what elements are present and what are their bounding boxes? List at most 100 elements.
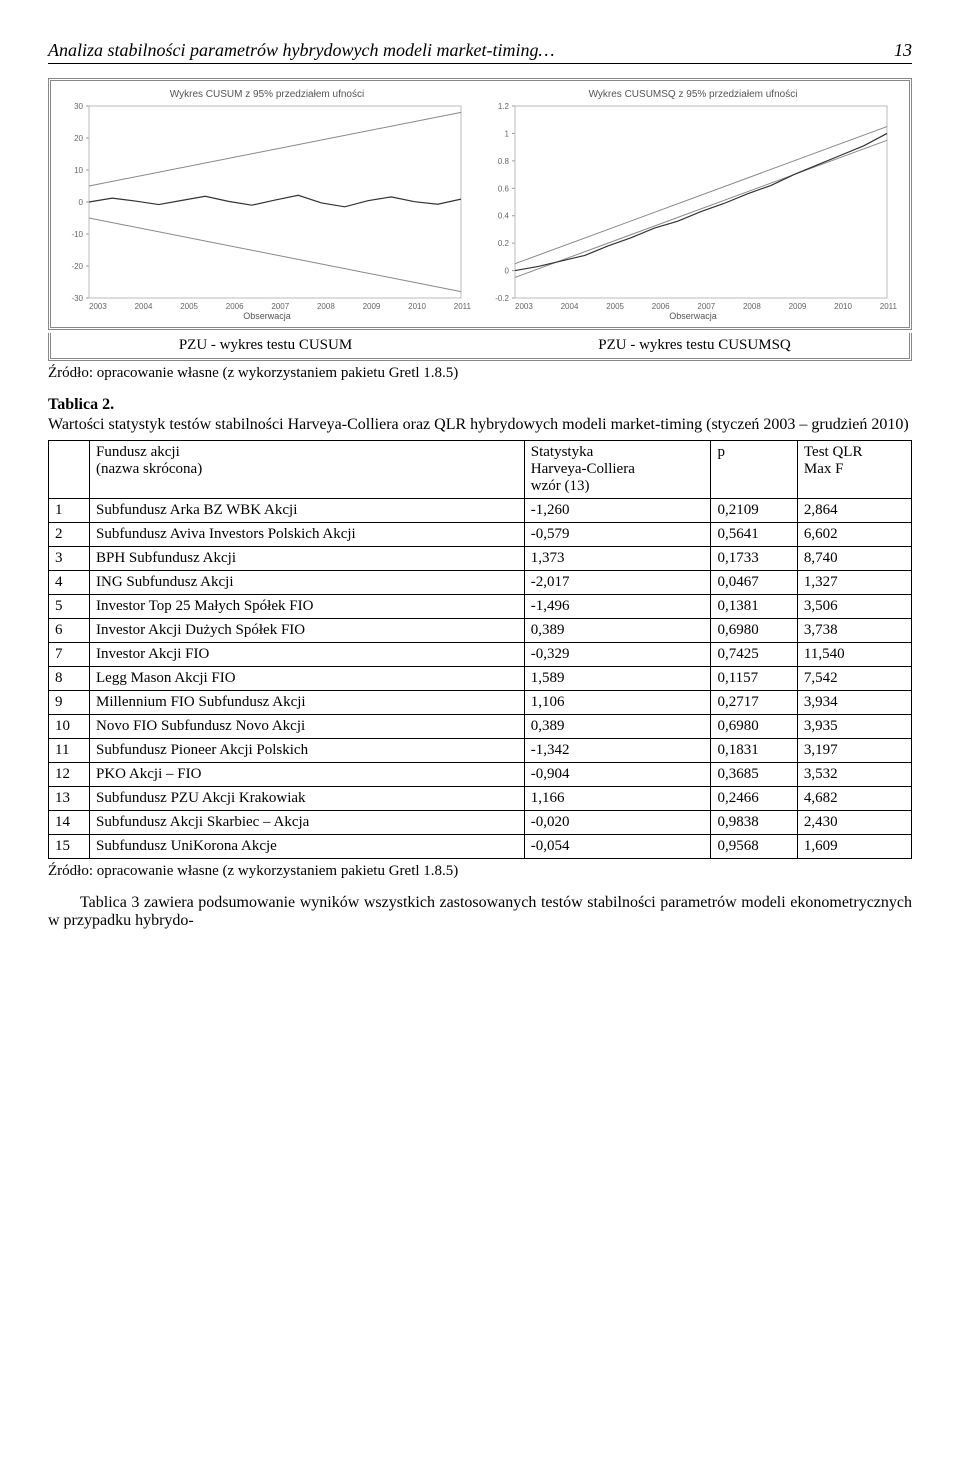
- cell-fund: Subfundusz Akcji Skarbiec – Akcja: [90, 811, 525, 835]
- cusum-chart-panel: Wykres CUSUM z 95% przedziałem ufności -…: [57, 87, 477, 321]
- cell-fund: Investor Akcji FIO: [90, 643, 525, 667]
- cell-value: 1,373: [524, 547, 711, 571]
- svg-text:0.8: 0.8: [498, 157, 510, 166]
- cell-value: 0,1381: [711, 595, 797, 619]
- xtick-label: 2005: [606, 302, 624, 311]
- cell-fund: Subfundusz PZU Akcji Krakowiak: [90, 787, 525, 811]
- header-page-number: 13: [894, 40, 912, 61]
- cusumsq-xlabel: Obserwacja: [483, 311, 903, 321]
- cell-value: 0,6980: [711, 619, 797, 643]
- cell-value: 0,1733: [711, 547, 797, 571]
- table-row: 6Investor Akcji Dużych Spółek FIO0,3890,…: [49, 619, 912, 643]
- cell-value: 1,166: [524, 787, 711, 811]
- xtick-label: 2004: [135, 302, 153, 311]
- cell-idx: 1: [49, 499, 90, 523]
- table-row: 7Investor Akcji FIO-0,3290,742511,540: [49, 643, 912, 667]
- xtick-label: 2010: [408, 302, 426, 311]
- table-row: 12PKO Akcji – FIO-0,9040,36853,532: [49, 763, 912, 787]
- cell-value: 0,389: [524, 715, 711, 739]
- cell-value: 1,609: [797, 835, 911, 859]
- cell-value: 3,738: [797, 619, 911, 643]
- cell-value: -0,054: [524, 835, 711, 859]
- tablica-description: Wartości statystyk testów stabilności Ha…: [48, 416, 912, 434]
- svg-text:20: 20: [74, 134, 83, 143]
- cusumsq-caption: PZU - wykres testu CUSUMSQ: [480, 333, 909, 358]
- table-row: 14Subfundusz Akcji Skarbiec – Akcja-0,02…: [49, 811, 912, 835]
- chart-captions-row: PZU - wykres testu CUSUM PZU - wykres te…: [48, 333, 912, 361]
- cell-idx: 14: [49, 811, 90, 835]
- table-row: 4ING Subfundusz Akcji-2,0170,04671,327: [49, 571, 912, 595]
- cell-value: 0,7425: [711, 643, 797, 667]
- cell-value: 0,6980: [711, 715, 797, 739]
- table-row: 1Subfundusz Arka BZ WBK Akcji-1,2600,210…: [49, 499, 912, 523]
- table-row: 15Subfundusz UniKorona Akcje-0,0540,9568…: [49, 835, 912, 859]
- xtick-label: 2007: [697, 302, 715, 311]
- cell-value: 2,864: [797, 499, 911, 523]
- header-title: Analiza stabilności parametrów hybrydowy…: [48, 40, 554, 61]
- cell-value: 3,532: [797, 763, 911, 787]
- svg-text:0.6: 0.6: [498, 184, 510, 193]
- cell-value: -0,579: [524, 523, 711, 547]
- xtick-label: 2004: [561, 302, 579, 311]
- col-blank: [49, 441, 90, 499]
- svg-text:0: 0: [505, 267, 510, 276]
- cusum-chart-svg: -30-20-100102030: [57, 102, 467, 302]
- results-table: Fundusz akcji (nazwa skrócona) Statystyk…: [48, 440, 912, 859]
- cell-value: -0,329: [524, 643, 711, 667]
- cusum-xticks: 200320042005200620072008200920102011: [57, 302, 477, 311]
- cell-value: 6,602: [797, 523, 911, 547]
- table-row: 8Legg Mason Akcji FIO1,5890,11577,542: [49, 667, 912, 691]
- xtick-label: 2011: [880, 302, 897, 311]
- cusumsq-chart-panel: Wykres CUSUMSQ z 95% przedziałem ufności…: [483, 87, 903, 321]
- xtick-label: 2008: [743, 302, 761, 311]
- cell-idx: 8: [49, 667, 90, 691]
- tablica-header: Tablica 2.: [48, 396, 912, 414]
- cell-value: 0,389: [524, 619, 711, 643]
- xtick-label: 2011: [454, 302, 471, 311]
- cell-value: 0,9838: [711, 811, 797, 835]
- cusum-caption: PZU - wykres testu CUSUM: [51, 333, 480, 358]
- table-body: 1Subfundusz Arka BZ WBK Akcji-1,2600,210…: [49, 499, 912, 859]
- svg-text:-30: -30: [71, 294, 83, 302]
- col-fund: Fundusz akcji (nazwa skrócona): [90, 441, 525, 499]
- svg-text:1.2: 1.2: [498, 102, 510, 111]
- cell-value: 8,740: [797, 547, 911, 571]
- xtick-label: 2008: [317, 302, 335, 311]
- cell-idx: 5: [49, 595, 90, 619]
- svg-text:-10: -10: [71, 230, 83, 239]
- cell-value: 0,9568: [711, 835, 797, 859]
- cell-fund: Legg Mason Akcji FIO: [90, 667, 525, 691]
- svg-text:-20: -20: [71, 262, 83, 271]
- cell-value: -0,020: [524, 811, 711, 835]
- col-stat: Statystyka Harveya-Colliera wzór (13): [524, 441, 711, 499]
- svg-text:10: 10: [74, 166, 83, 175]
- col-qlr: Test QLR Max F: [797, 441, 911, 499]
- cell-value: 0,0467: [711, 571, 797, 595]
- cusumsq-xticks: 2003 2004 2005 2006 2007 2008 2009 2010 2011: [483, 302, 903, 311]
- xtick-label: 2010: [834, 302, 852, 311]
- col-p: p: [711, 441, 797, 499]
- cell-idx: 9: [49, 691, 90, 715]
- table-row: 3BPH Subfundusz Akcji1,3730,17338,740: [49, 547, 912, 571]
- cell-value: 7,542: [797, 667, 911, 691]
- cell-value: 4,682: [797, 787, 911, 811]
- table-row: 2Subfundusz Aviva Investors Polskich Akc…: [49, 523, 912, 547]
- xtick-label: 2009: [789, 302, 807, 311]
- cusum-chart-title: Wykres CUSUM z 95% przedziałem ufności: [57, 87, 477, 102]
- cell-idx: 7: [49, 643, 90, 667]
- cell-value: 3,935: [797, 715, 911, 739]
- cell-value: -1,260: [524, 499, 711, 523]
- cusum-xlabel: Obserwacja: [57, 311, 477, 321]
- cell-value: 1,589: [524, 667, 711, 691]
- table-row: 10Novo FIO Subfundusz Novo Akcji0,3890,6…: [49, 715, 912, 739]
- cell-fund: Subfundusz Arka BZ WBK Akcji: [90, 499, 525, 523]
- cell-fund: Subfundusz UniKorona Akcje: [90, 835, 525, 859]
- cell-idx: 4: [49, 571, 90, 595]
- xtick-label: 2006: [652, 302, 670, 311]
- source-line-1: Źródło: opracowanie własne (z wykorzysta…: [48, 365, 912, 382]
- xtick-label: 2003: [515, 302, 533, 311]
- cusumsq-chart-svg: -0.200.20.40.60.811.2: [483, 102, 893, 302]
- cell-value: -1,496: [524, 595, 711, 619]
- source-line-2: Źródło: opracowanie własne (z wykorzysta…: [48, 863, 912, 880]
- cell-fund: ING Subfundusz Akcji: [90, 571, 525, 595]
